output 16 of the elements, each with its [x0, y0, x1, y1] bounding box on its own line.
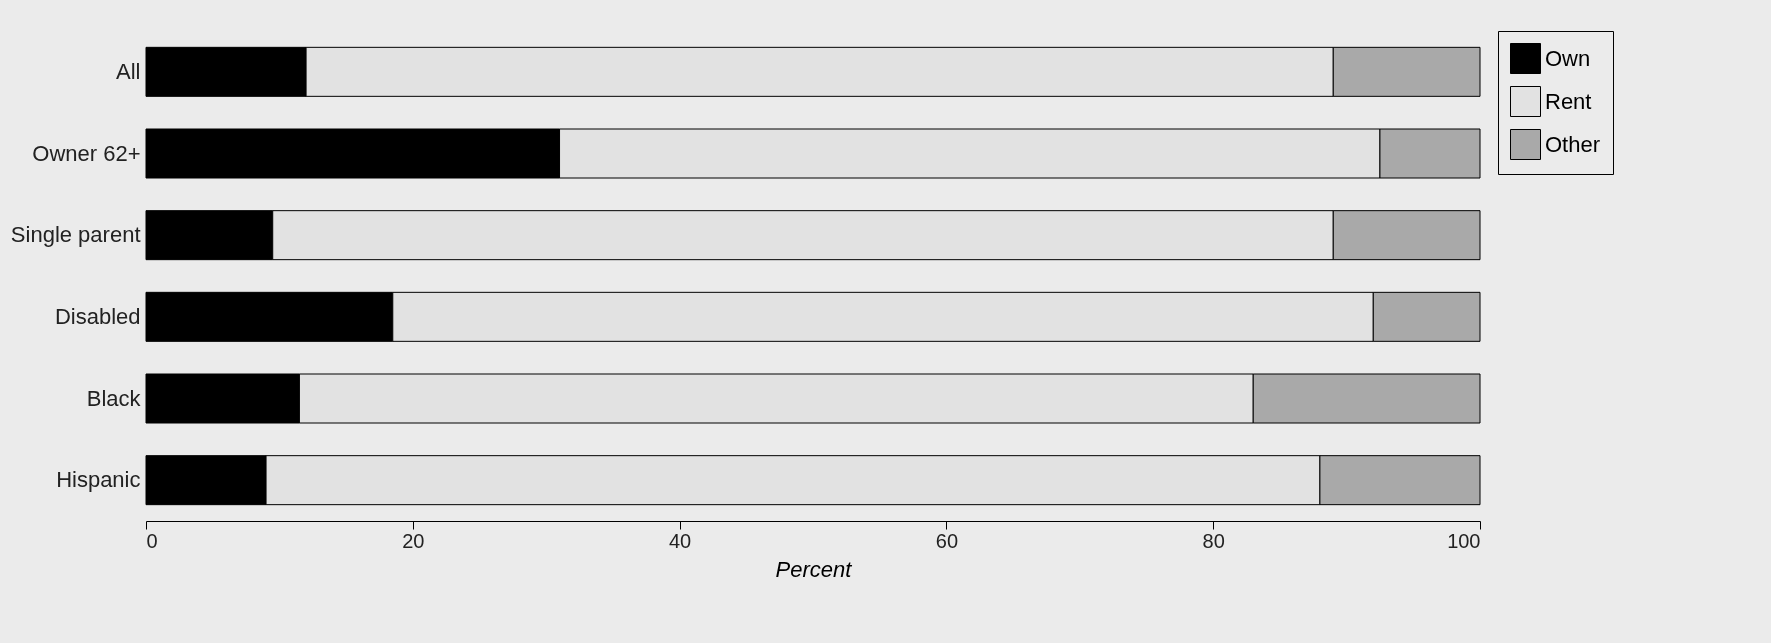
x-tick-label: 100	[1447, 529, 1481, 552]
y-tick-label: Disabled	[54, 303, 141, 329]
y-tick-label: All	[116, 58, 141, 84]
y-tick-label: Black	[86, 385, 142, 411]
legend-label: Own	[1545, 45, 1591, 71]
x-tick-label: 60	[935, 529, 959, 552]
x-tick-label: 40	[668, 529, 692, 552]
y-tick-label: Hispanic	[56, 467, 141, 493]
y-tick-label: Single parent	[10, 222, 141, 248]
x-tick-label: 0	[146, 529, 158, 552]
x-tick-label: 20	[402, 529, 425, 552]
x-tick-label: 80	[1202, 529, 1225, 552]
x-axis-title: Percent	[775, 556, 853, 582]
legend-label: Rent	[1545, 88, 1592, 114]
y-tick-label: Owner 62+	[32, 140, 141, 166]
legend-label: Other	[1545, 131, 1601, 157]
